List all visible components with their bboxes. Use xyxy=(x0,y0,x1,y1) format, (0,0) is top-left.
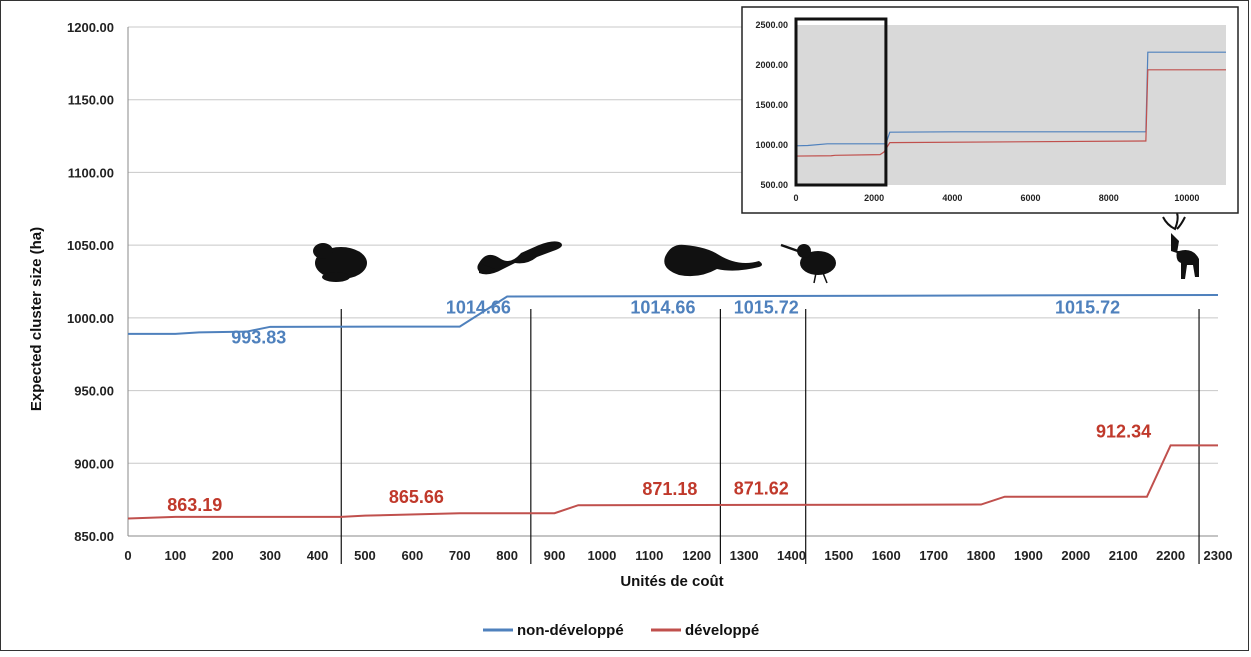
inset-y-tick-label: 1500.00 xyxy=(755,100,788,110)
inset-y-tick-label: 500.00 xyxy=(760,180,788,190)
x-tick-label: 800 xyxy=(496,548,518,563)
data-label: 912.34 xyxy=(1096,421,1151,441)
inset-x-tick-label: 6000 xyxy=(1021,193,1041,203)
legend-label-non-developpe: non-développé xyxy=(517,622,624,639)
inset-x-tick-label: 2000 xyxy=(864,193,884,203)
woodcock-icon xyxy=(780,243,836,284)
x-tick-label: 1400 xyxy=(777,548,806,563)
x-tick-label: 600 xyxy=(401,548,423,563)
data-label: 1015.72 xyxy=(734,298,799,318)
inset-y-tick-label: 2500.00 xyxy=(755,20,788,30)
series-line xyxy=(127,444,1218,520)
x-tick-label: 0 xyxy=(124,548,131,563)
inset-axis-ticks: 500.00 1000.00 1500.00 2000.00 2500.00 0 2000 4… xyxy=(755,20,1199,203)
x-tick-label: 1600 xyxy=(872,548,901,563)
x-tick-label: 300 xyxy=(259,548,281,563)
inset-zoom-box xyxy=(794,17,888,187)
data-labels: 993.83 1014.66 1014.66 1015.72 1015.72 863.19… xyxy=(167,298,1151,515)
x-tick-label: 1900 xyxy=(1014,548,1043,563)
y-tick-label: 1100.00 xyxy=(68,165,114,180)
y-tick-label: 1200.00 xyxy=(67,20,114,35)
inset-x-tick-label: 8000 xyxy=(1099,193,1119,203)
x-tick-label: 1100 xyxy=(635,548,663,563)
x-tick-label: 1500 xyxy=(824,548,853,563)
legend-label-developpe: développé xyxy=(685,622,759,639)
y-tick-label: 850.00 xyxy=(74,529,114,544)
frog-icon xyxy=(313,243,367,282)
x-tick-label: 700 xyxy=(449,548,471,563)
mink-icon xyxy=(664,244,762,277)
data-label: 1014.66 xyxy=(446,298,511,318)
inset-plot-area xyxy=(796,25,1226,185)
x-tick-label: 2100 xyxy=(1109,548,1138,563)
x-tick-label: 1000 xyxy=(587,548,616,563)
x-tick-label: 500 xyxy=(354,548,376,563)
inset-series-lines xyxy=(795,51,1226,157)
x-tick-label: 1300 xyxy=(730,548,759,563)
inset-series-line xyxy=(795,69,1226,157)
x-tick-label: 2300 xyxy=(1204,548,1233,563)
deer-icon xyxy=(1162,212,1199,279)
inset-y-tick-label: 1000.00 xyxy=(755,140,788,150)
series-lines xyxy=(127,293,1219,520)
x-axis-title: Unités de coût xyxy=(620,573,723,590)
series-line xyxy=(128,293,1219,335)
y-tick-label: 1050.00 xyxy=(67,238,114,253)
legend: non-développé développé xyxy=(483,622,759,639)
y-axis-title: Expected cluster size (ha) xyxy=(28,227,45,411)
x-tick-label: 900 xyxy=(544,548,566,563)
y-tick-label: 1150.00 xyxy=(68,93,114,108)
data-label: 1014.66 xyxy=(630,298,695,318)
x-tick-label: 2200 xyxy=(1156,548,1185,563)
inset-x-tick-label: 0 xyxy=(793,193,798,203)
axis-ticks: 850.00 900.00 950.00 1000.00 1050.00 1100.00 1… xyxy=(67,20,1232,563)
x-tick-label: 100 xyxy=(165,548,187,563)
x-tick-label: 1700 xyxy=(919,548,948,563)
inset-chart: 500.00 1000.00 1500.00 2000.00 2500.00 0 2000 4… xyxy=(741,6,1239,214)
data-label: 871.18 xyxy=(642,479,697,499)
salamander-icon xyxy=(477,241,562,275)
data-label: 865.66 xyxy=(389,487,444,507)
data-label: 871.62 xyxy=(734,479,789,499)
y-tick-label: 1000.00 xyxy=(67,311,114,326)
x-tick-label: 2000 xyxy=(1061,548,1090,563)
x-tick-label: 400 xyxy=(307,548,329,563)
x-tick-label: 200 xyxy=(212,548,234,563)
x-tick-label: 1200 xyxy=(682,548,711,563)
gridlines xyxy=(127,26,1218,537)
data-label: 1015.72 xyxy=(1055,298,1120,318)
y-tick-label: 950.00 xyxy=(74,384,114,399)
inset-y-tick-label: 2000.00 xyxy=(755,60,788,70)
marker-lines xyxy=(340,309,1200,564)
species-icons xyxy=(313,212,1199,284)
x-tick-label: 1800 xyxy=(967,548,996,563)
data-label: 863.19 xyxy=(167,495,222,515)
inset-x-tick-label: 10000 xyxy=(1174,193,1199,203)
inset-x-tick-label: 4000 xyxy=(942,193,962,203)
y-tick-label: 900.00 xyxy=(74,456,114,471)
data-label: 993.83 xyxy=(231,328,286,348)
